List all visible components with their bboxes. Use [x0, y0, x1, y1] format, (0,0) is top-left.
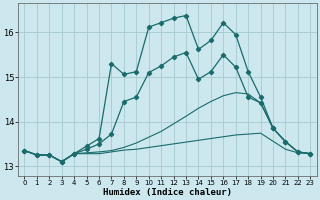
X-axis label: Humidex (Indice chaleur): Humidex (Indice chaleur) [103, 188, 232, 197]
